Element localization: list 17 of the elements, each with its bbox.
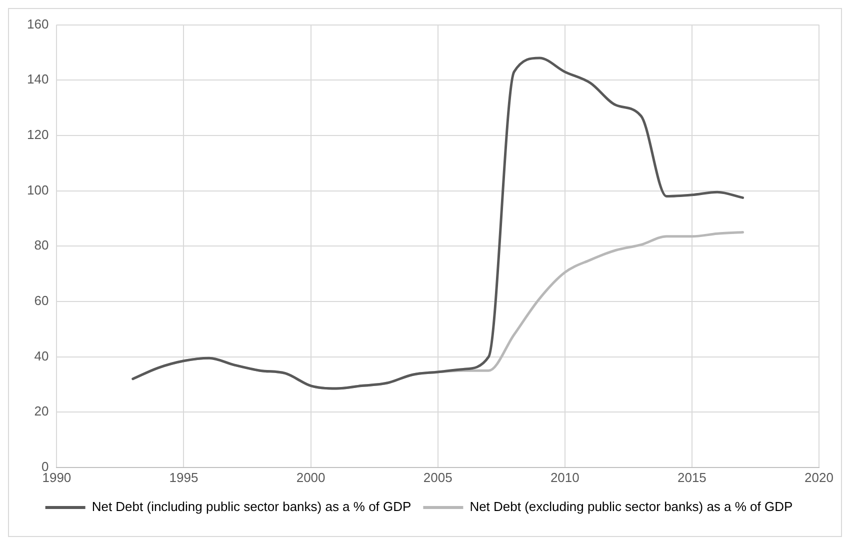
y-tick-label: 40 xyxy=(34,348,49,364)
legend-label: Net Debt (excluding public sector banks) as a % of GDP xyxy=(470,499,793,514)
x-tick-label: 2015 xyxy=(677,470,706,485)
y-tick-label: 100 xyxy=(26,182,49,198)
legend-label: Net Debt (including public sector banks) as a % of GDP xyxy=(92,499,412,514)
y-tick-label: 140 xyxy=(26,72,49,87)
line-series xyxy=(132,56,744,390)
y-tick-label: 60 xyxy=(34,293,49,308)
y-tick-label: 160 xyxy=(26,16,49,32)
y-tick-label: 80 xyxy=(34,238,49,253)
x-tick-label: 2010 xyxy=(550,470,580,485)
y-tick-label: 20 xyxy=(34,404,49,419)
x-tick-label: 2005 xyxy=(423,470,452,485)
x-tick-label: 2000 xyxy=(296,470,326,485)
x-tick-label: 1995 xyxy=(169,470,198,485)
y-tick-label: 120 xyxy=(26,127,49,142)
x-tick-label: 2020 xyxy=(804,470,834,485)
